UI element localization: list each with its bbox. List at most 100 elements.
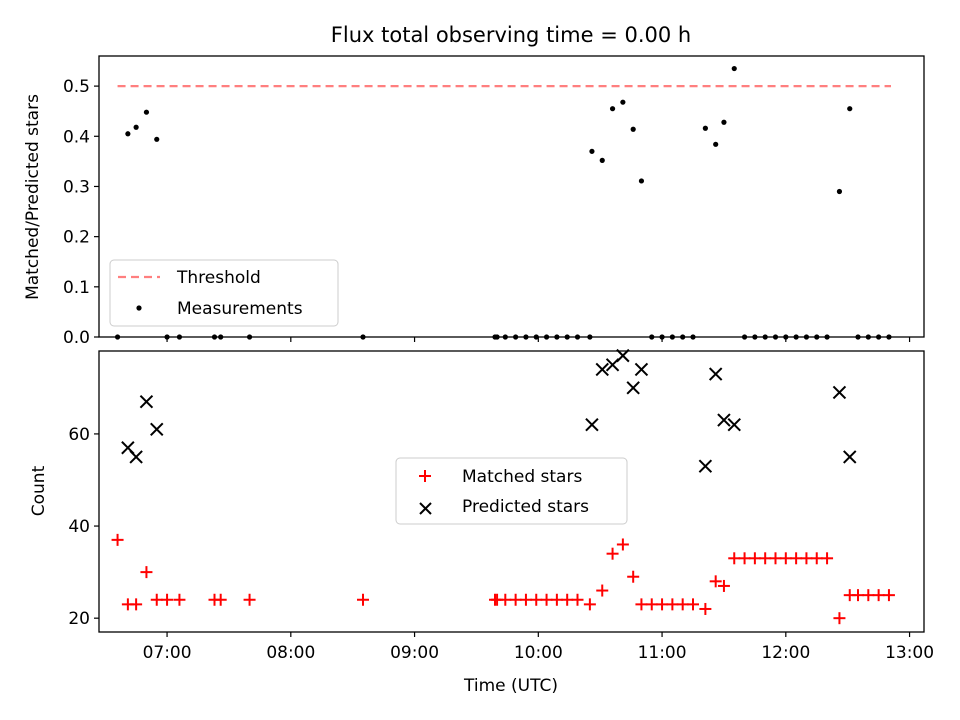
top-y-tick-label: 0.1 — [63, 278, 90, 298]
matched-star-point — [769, 552, 782, 565]
matched-star-point — [656, 598, 669, 611]
bottom-y-tick-label: 20 — [68, 609, 90, 629]
matched-star-point — [550, 593, 563, 606]
measurement-point — [589, 148, 595, 154]
top-panel: Flux total observing time = 0.00 h Match… — [23, 23, 925, 348]
bottom-y-axis-label: Count — [29, 465, 49, 516]
measurement-point — [847, 106, 853, 112]
matched-star-point — [150, 593, 163, 606]
measurement-point — [721, 119, 727, 125]
predicted-star-point — [626, 381, 640, 395]
measurement-point — [143, 109, 150, 115]
matched-star-point — [635, 598, 648, 611]
legend-threshold-label: Threshold — [176, 268, 261, 288]
predicted-star-point — [585, 417, 599, 432]
legend-measurements-swatch — [136, 305, 142, 311]
top-plot-area: 0.0 0.1 0.2 0.3 0.4 0.5 — [63, 65, 911, 348]
bottom-x-tick-label: 07:00 — [143, 643, 192, 663]
bottom-x-tick-label: 12:00 — [761, 643, 810, 663]
matched-star-point — [111, 533, 124, 546]
predicted-star-point — [150, 422, 164, 437]
bottom-x-tick-label: 13:00 — [885, 643, 934, 663]
predicted-star-point — [634, 362, 649, 377]
matched-star-point — [862, 589, 875, 602]
matched-star-point — [709, 575, 722, 588]
matched-star-point — [130, 598, 143, 611]
matched-star-point — [738, 552, 751, 565]
predicted-star-point — [129, 450, 143, 464]
bottom-axes-frame — [98, 350, 925, 633]
top-legend: Threshold Measurements — [109, 259, 339, 327]
measurement-point — [154, 136, 160, 142]
bottom-x-tick-label: 11:00 — [638, 643, 687, 663]
matched-star-point — [728, 552, 741, 565]
matched-star-point — [810, 552, 823, 565]
matched-star-point — [561, 593, 574, 606]
legend-predicted-swatch — [419, 502, 432, 515]
matched-star-point — [833, 612, 846, 625]
bottom-x-tick-label: 09:00 — [390, 643, 439, 663]
predicted-star-point — [717, 413, 731, 427]
top-y-tick-label: 0.2 — [63, 228, 90, 248]
matched-star-point — [140, 566, 153, 579]
matched-star-point — [243, 593, 256, 606]
measurement-point — [713, 141, 719, 147]
top-y-tick-label: 0.5 — [63, 77, 90, 97]
matched-star-point — [571, 593, 584, 606]
matched-star-point — [214, 593, 227, 606]
matched-star-point — [748, 552, 761, 565]
legend-matched-swatch — [419, 470, 431, 482]
matched-star-point — [800, 552, 813, 565]
matched-star-point — [852, 589, 864, 602]
matched-star-point — [583, 598, 596, 611]
legend-measurements-label: Measurements — [177, 299, 303, 319]
matched-star-point — [872, 589, 885, 602]
bottom-legend: Matched stars Predicted stars — [395, 457, 628, 525]
bottom-y-tick-label: 60 — [68, 425, 90, 445]
measurement-point — [836, 188, 843, 195]
measurement-point — [599, 157, 605, 163]
matched-star-point — [676, 598, 689, 611]
bottom-plot-area: 20 40 60 07:00 08:00 09:00 10:00 11:00 12:00 13:0… — [68, 348, 934, 663]
predicted-star-point — [698, 459, 713, 473]
top-y-tick-label: 0.4 — [63, 127, 90, 147]
top-axes-frame — [98, 55, 925, 338]
measurement-point — [125, 131, 131, 137]
measurement-point — [609, 106, 616, 112]
matched-star-point — [687, 598, 699, 611]
matched-star-point — [699, 602, 712, 615]
measurement-point — [620, 99, 626, 105]
matched-star-point — [882, 589, 895, 602]
predicted-star-point — [832, 385, 847, 400]
matched-star-point — [790, 552, 803, 565]
predicted-star-point — [727, 417, 741, 432]
legend-matched-label: Matched stars — [462, 467, 582, 487]
bottom-panel: Count Time (UTC) 20 40 60 07:00 08:00 09:00 10… — [29, 348, 934, 696]
matched-star-point — [509, 593, 522, 606]
top-y-tick-label: 0.3 — [63, 177, 90, 197]
bottom-y-tick-label: 40 — [68, 517, 90, 537]
top-y-axis-label: Matched/Predicted stars — [23, 94, 43, 300]
top-chart-title: Flux total observing time = 0.00 h — [331, 23, 691, 47]
matched-star-point — [666, 598, 679, 611]
predicted-star-point — [843, 450, 857, 464]
legend-predicted-label: Predicted stars — [462, 497, 589, 517]
predicted-star-point — [708, 367, 723, 381]
matched-star-point — [519, 593, 532, 606]
matched-star-point — [161, 593, 174, 606]
matched-star-point — [540, 593, 553, 606]
measurement-point — [638, 178, 645, 184]
predicted-star-point — [139, 394, 154, 409]
matched-star-point — [616, 538, 629, 551]
bottom-x-axis-label: Time (UTC) — [463, 676, 558, 696]
measurement-point — [630, 126, 636, 132]
matched-star-point — [627, 570, 640, 583]
matched-star-point — [173, 593, 186, 606]
measurement-point — [133, 124, 139, 130]
matched-star-point — [717, 579, 730, 592]
top-y-tick-label: 0.0 — [63, 328, 90, 348]
matched-star-point — [499, 593, 512, 606]
bottom-x-tick-label: 10:00 — [514, 643, 563, 663]
matched-star-point — [606, 547, 619, 560]
